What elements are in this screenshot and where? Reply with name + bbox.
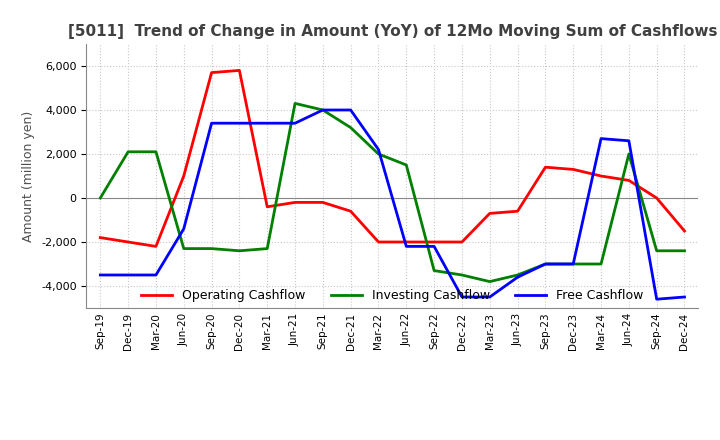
Free Cashflow xyxy=(513,275,522,280)
Free Cashflow xyxy=(485,294,494,300)
Operating Cashflow xyxy=(458,239,467,245)
Operating Cashflow xyxy=(402,239,410,245)
Free Cashflow xyxy=(152,272,161,278)
Operating Cashflow xyxy=(291,200,300,205)
Free Cashflow xyxy=(346,107,355,113)
Investing Cashflow xyxy=(96,195,104,201)
Free Cashflow xyxy=(263,121,271,126)
Operating Cashflow xyxy=(346,209,355,214)
Operating Cashflow xyxy=(152,244,161,249)
Operating Cashflow xyxy=(263,204,271,209)
Free Cashflow xyxy=(430,244,438,249)
Investing Cashflow xyxy=(124,149,132,154)
Operating Cashflow xyxy=(207,70,216,75)
Investing Cashflow xyxy=(569,261,577,267)
Investing Cashflow xyxy=(513,272,522,278)
Investing Cashflow xyxy=(652,248,661,253)
Investing Cashflow xyxy=(541,261,550,267)
Free Cashflow xyxy=(680,294,689,300)
Line: Free Cashflow: Free Cashflow xyxy=(100,110,685,299)
Investing Cashflow xyxy=(402,162,410,168)
Legend: Operating Cashflow, Investing Cashflow, Free Cashflow: Operating Cashflow, Investing Cashflow, … xyxy=(136,284,649,307)
Investing Cashflow xyxy=(346,125,355,130)
Investing Cashflow xyxy=(152,149,161,154)
Line: Operating Cashflow: Operating Cashflow xyxy=(100,70,685,246)
Free Cashflow xyxy=(207,121,216,126)
Free Cashflow xyxy=(318,107,327,113)
Free Cashflow xyxy=(402,244,410,249)
Investing Cashflow xyxy=(318,107,327,113)
Investing Cashflow xyxy=(263,246,271,251)
Line: Investing Cashflow: Investing Cashflow xyxy=(100,103,685,282)
Free Cashflow xyxy=(291,121,300,126)
Free Cashflow xyxy=(541,261,550,267)
Investing Cashflow xyxy=(179,246,188,251)
Free Cashflow xyxy=(597,136,606,141)
Operating Cashflow xyxy=(513,209,522,214)
Investing Cashflow xyxy=(235,248,243,253)
Free Cashflow xyxy=(569,261,577,267)
Investing Cashflow xyxy=(597,261,606,267)
Operating Cashflow xyxy=(318,200,327,205)
Operating Cashflow xyxy=(374,239,383,245)
Free Cashflow xyxy=(124,272,132,278)
Free Cashflow xyxy=(179,226,188,231)
Free Cashflow xyxy=(624,138,633,143)
Investing Cashflow xyxy=(485,279,494,284)
Investing Cashflow xyxy=(430,268,438,273)
Operating Cashflow xyxy=(124,239,132,245)
Free Cashflow xyxy=(96,272,104,278)
Operating Cashflow xyxy=(430,239,438,245)
Operating Cashflow xyxy=(680,228,689,234)
Free Cashflow xyxy=(374,147,383,152)
Y-axis label: Amount (million yen): Amount (million yen) xyxy=(22,110,35,242)
Operating Cashflow xyxy=(597,173,606,179)
Investing Cashflow xyxy=(291,101,300,106)
Free Cashflow xyxy=(235,121,243,126)
Investing Cashflow xyxy=(680,248,689,253)
Investing Cashflow xyxy=(207,246,216,251)
Operating Cashflow xyxy=(652,195,661,201)
Free Cashflow xyxy=(652,297,661,302)
Title: [5011]  Trend of Change in Amount (YoY) of 12Mo Moving Sum of Cashflows: [5011] Trend of Change in Amount (YoY) o… xyxy=(68,24,717,39)
Investing Cashflow xyxy=(374,151,383,157)
Investing Cashflow xyxy=(458,272,467,278)
Operating Cashflow xyxy=(624,178,633,183)
Operating Cashflow xyxy=(541,165,550,170)
Investing Cashflow xyxy=(624,151,633,157)
Free Cashflow xyxy=(458,294,467,300)
Operating Cashflow xyxy=(569,167,577,172)
Operating Cashflow xyxy=(235,68,243,73)
Operating Cashflow xyxy=(179,173,188,179)
Operating Cashflow xyxy=(96,235,104,240)
Operating Cashflow xyxy=(485,211,494,216)
